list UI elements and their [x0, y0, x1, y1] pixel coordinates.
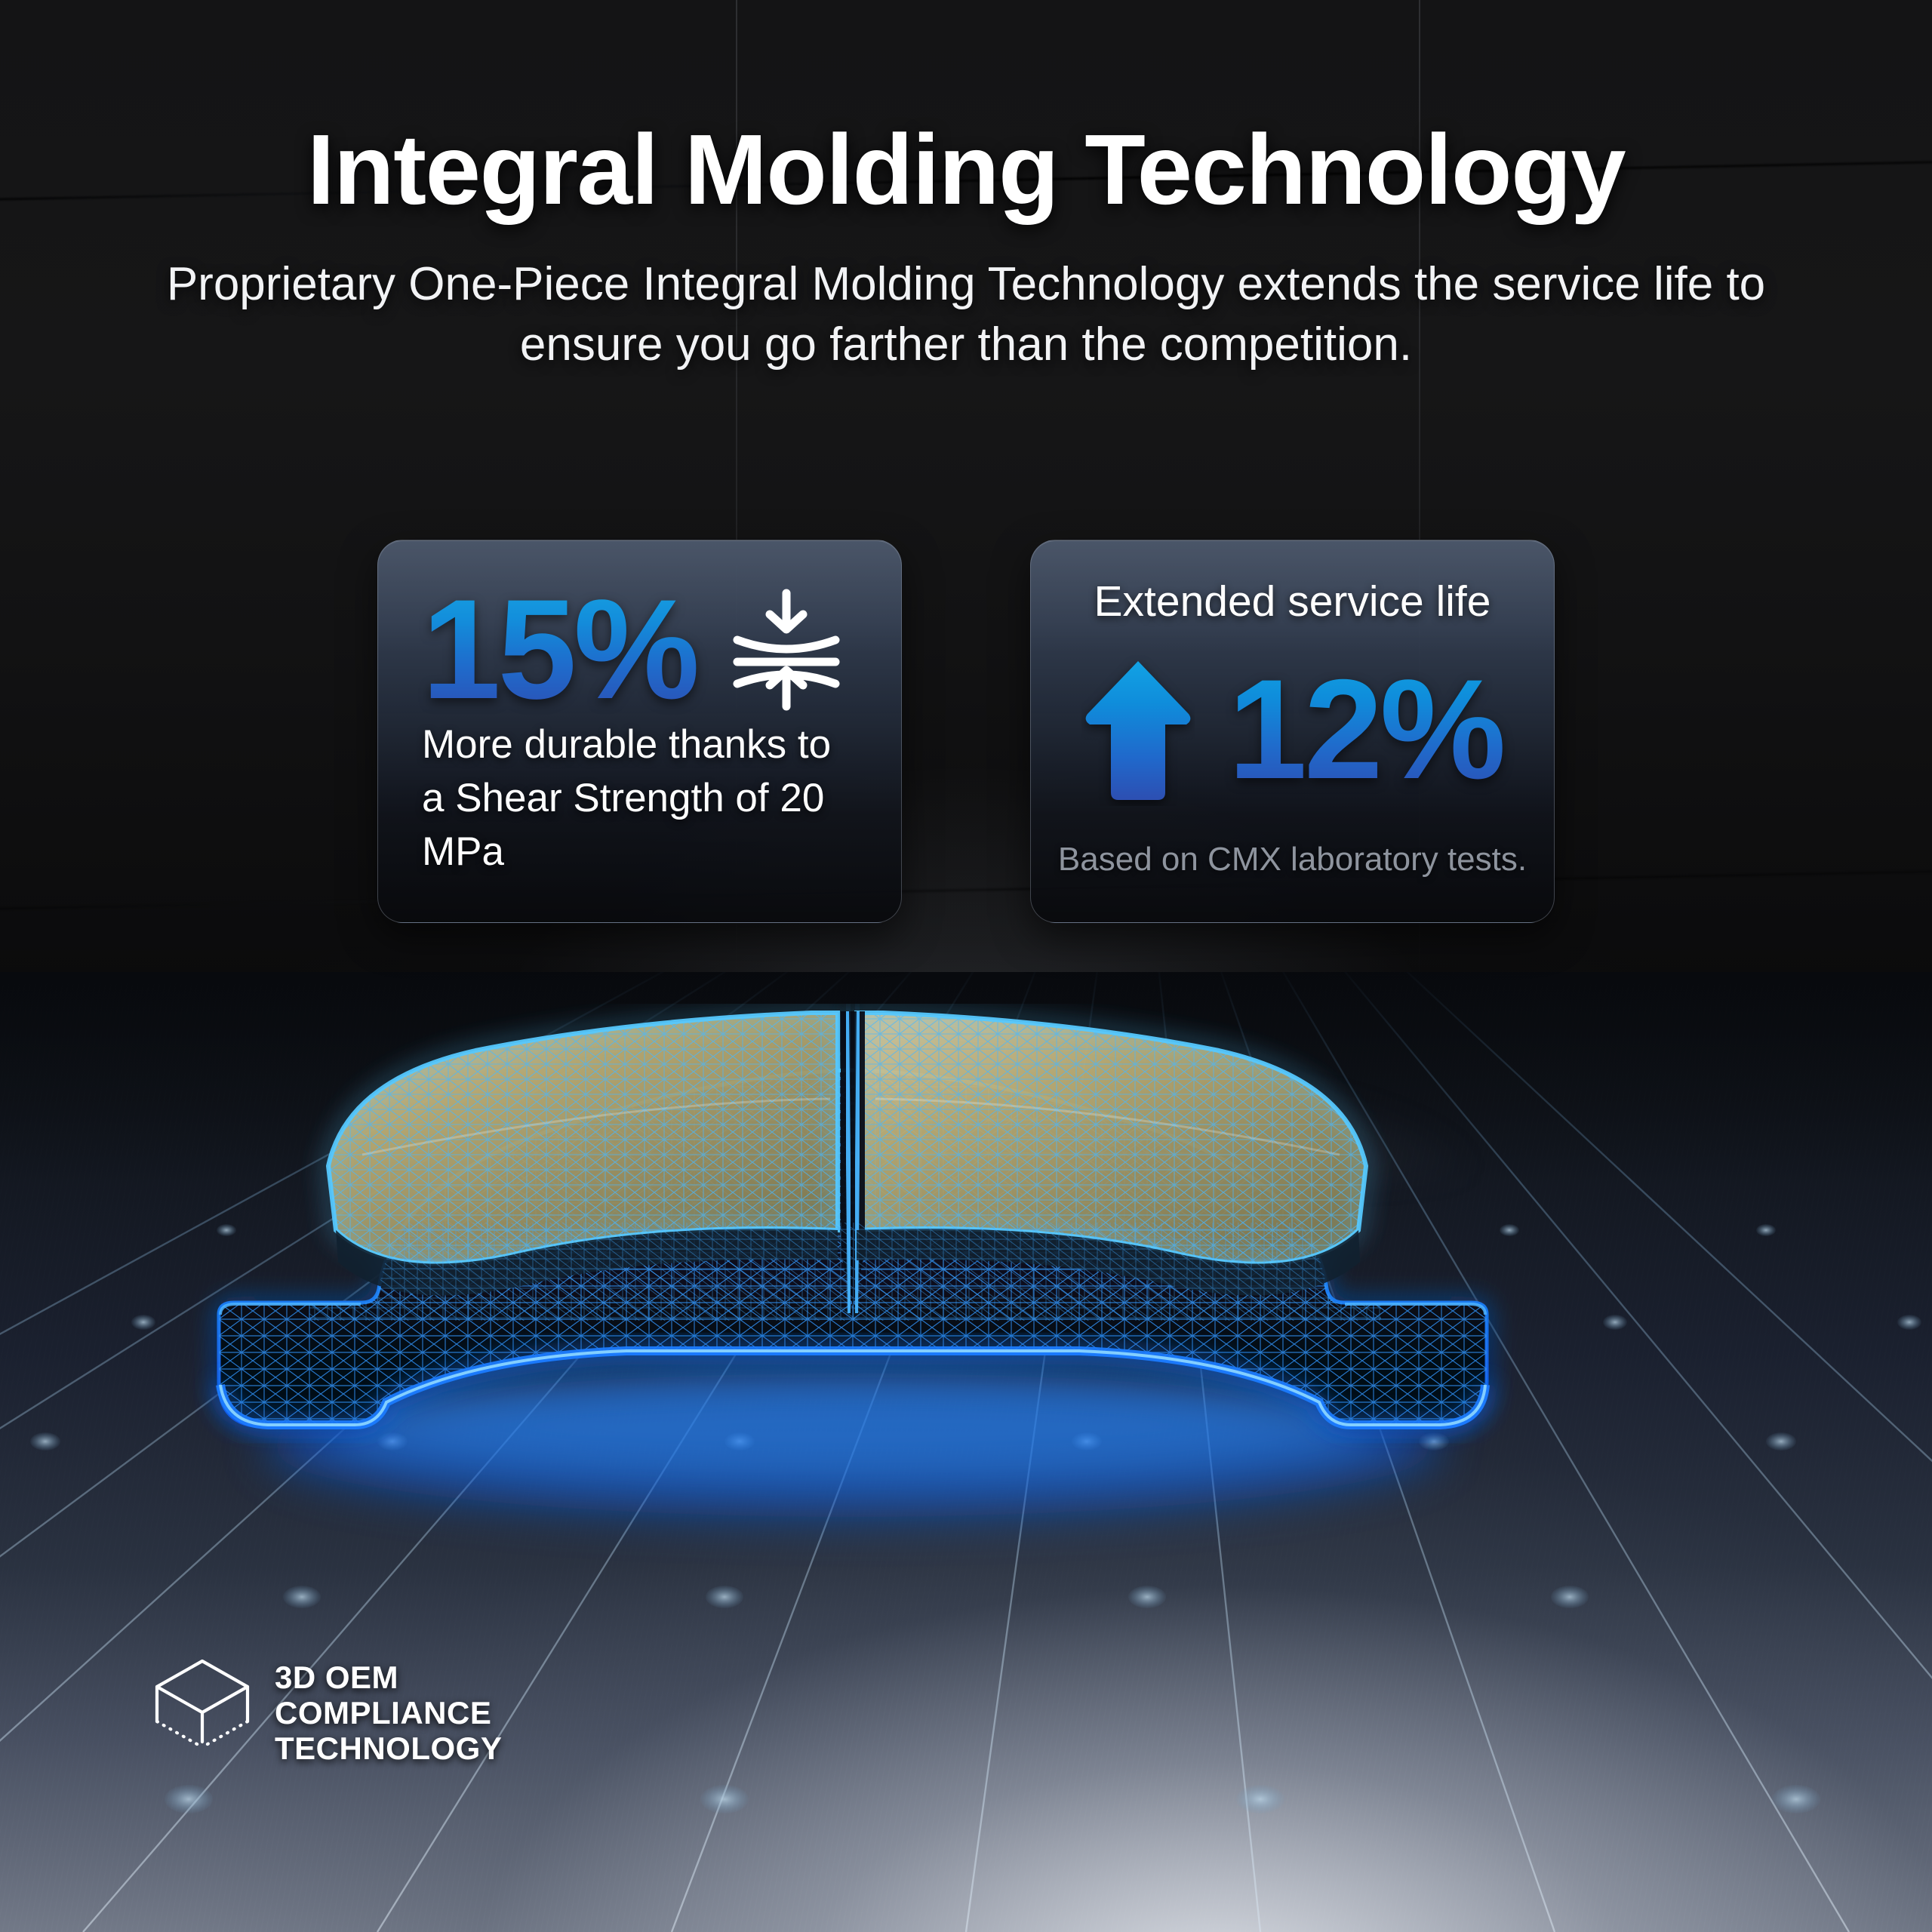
logo-line-2: COMPLIANCE [275, 1695, 492, 1730]
brand-logo-text: 3D OEM COMPLIANCE TECHNOLOGY [275, 1662, 502, 1764]
durability-card-headline: 15% [378, 540, 901, 729]
service-life-title: Extended service life [1094, 577, 1491, 626]
header: Integral Molding Technology Proprietary … [0, 0, 1932, 376]
compression-icon [730, 586, 843, 718]
page-title: Integral Molding Technology [306, 114, 1626, 225]
service-life-card[interactable]: Extended service life [1030, 540, 1555, 923]
page-subtitle: Proprietary One-Piece Integral Molding T… [166, 257, 1766, 371]
service-life-value: 12% [1228, 650, 1506, 809]
wall-panel-seam-right [1419, 0, 1420, 981]
logo-line-1: 3D OEM [275, 1660, 399, 1695]
up-arrow-icon [1081, 655, 1195, 810]
stat-card-group: 15% [0, 540, 1932, 923]
service-life-footnote: Based on CMX laboratory tests. [1057, 841, 1527, 878]
logo-line-3: TECHNOLOGY [275, 1730, 503, 1766]
brake-pad-wireframe-render [174, 1004, 1774, 1638]
brand-logo: 3D OEM COMPLIANCE TECHNOLOGY [151, 1657, 502, 1770]
background-wall [0, 0, 1932, 981]
durability-card[interactable]: 15% [377, 540, 902, 923]
wall-panel-seam-left [736, 0, 737, 981]
wireframe-cube-icon [151, 1657, 254, 1770]
service-life-headline: 12% [1031, 626, 1554, 810]
durability-caption: More durable thanks to a Shear Strength … [422, 722, 832, 875]
durability-value: 15% [422, 570, 700, 729]
wall-glow [0, 0, 1932, 981]
